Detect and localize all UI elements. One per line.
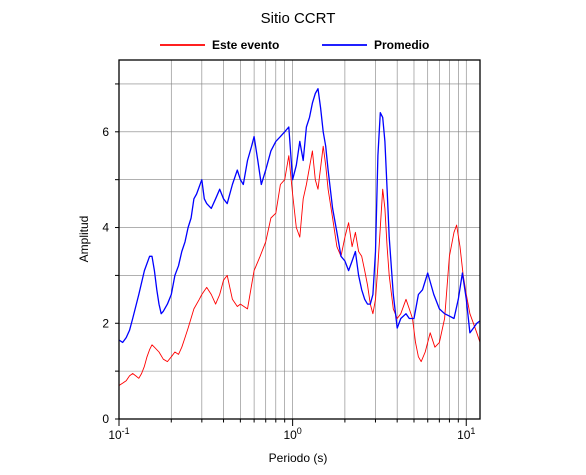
x-tick-label: 10-1: [108, 426, 129, 442]
x-axis-label: Periodo (s): [269, 451, 328, 465]
y-axis-label: Amplitud: [77, 216, 91, 263]
y-tick-label: 4: [102, 221, 109, 235]
ticks: 0 2 4 6 10-1 100 101: [102, 83, 475, 442]
y-tick-label: 6: [102, 125, 109, 139]
legend-label-promedio: Promedio: [374, 38, 429, 52]
legend-label-este-evento: Este evento: [212, 38, 279, 52]
plot-frame: [118, 59, 481, 420]
series-layer: [118, 88, 481, 386]
x-tick-label: 100: [283, 426, 301, 442]
series-line-este-evento: [118, 145, 481, 386]
y-tick-label: 0: [102, 412, 109, 426]
chart-title: Sitio CCRT: [261, 10, 336, 27]
series-line-promedio: [118, 88, 481, 344]
y-tick-label: 2: [102, 316, 109, 330]
x-tick-label: 101: [457, 426, 475, 442]
grid: [118, 60, 480, 420]
legend: Este evento Promedio: [160, 38, 429, 52]
